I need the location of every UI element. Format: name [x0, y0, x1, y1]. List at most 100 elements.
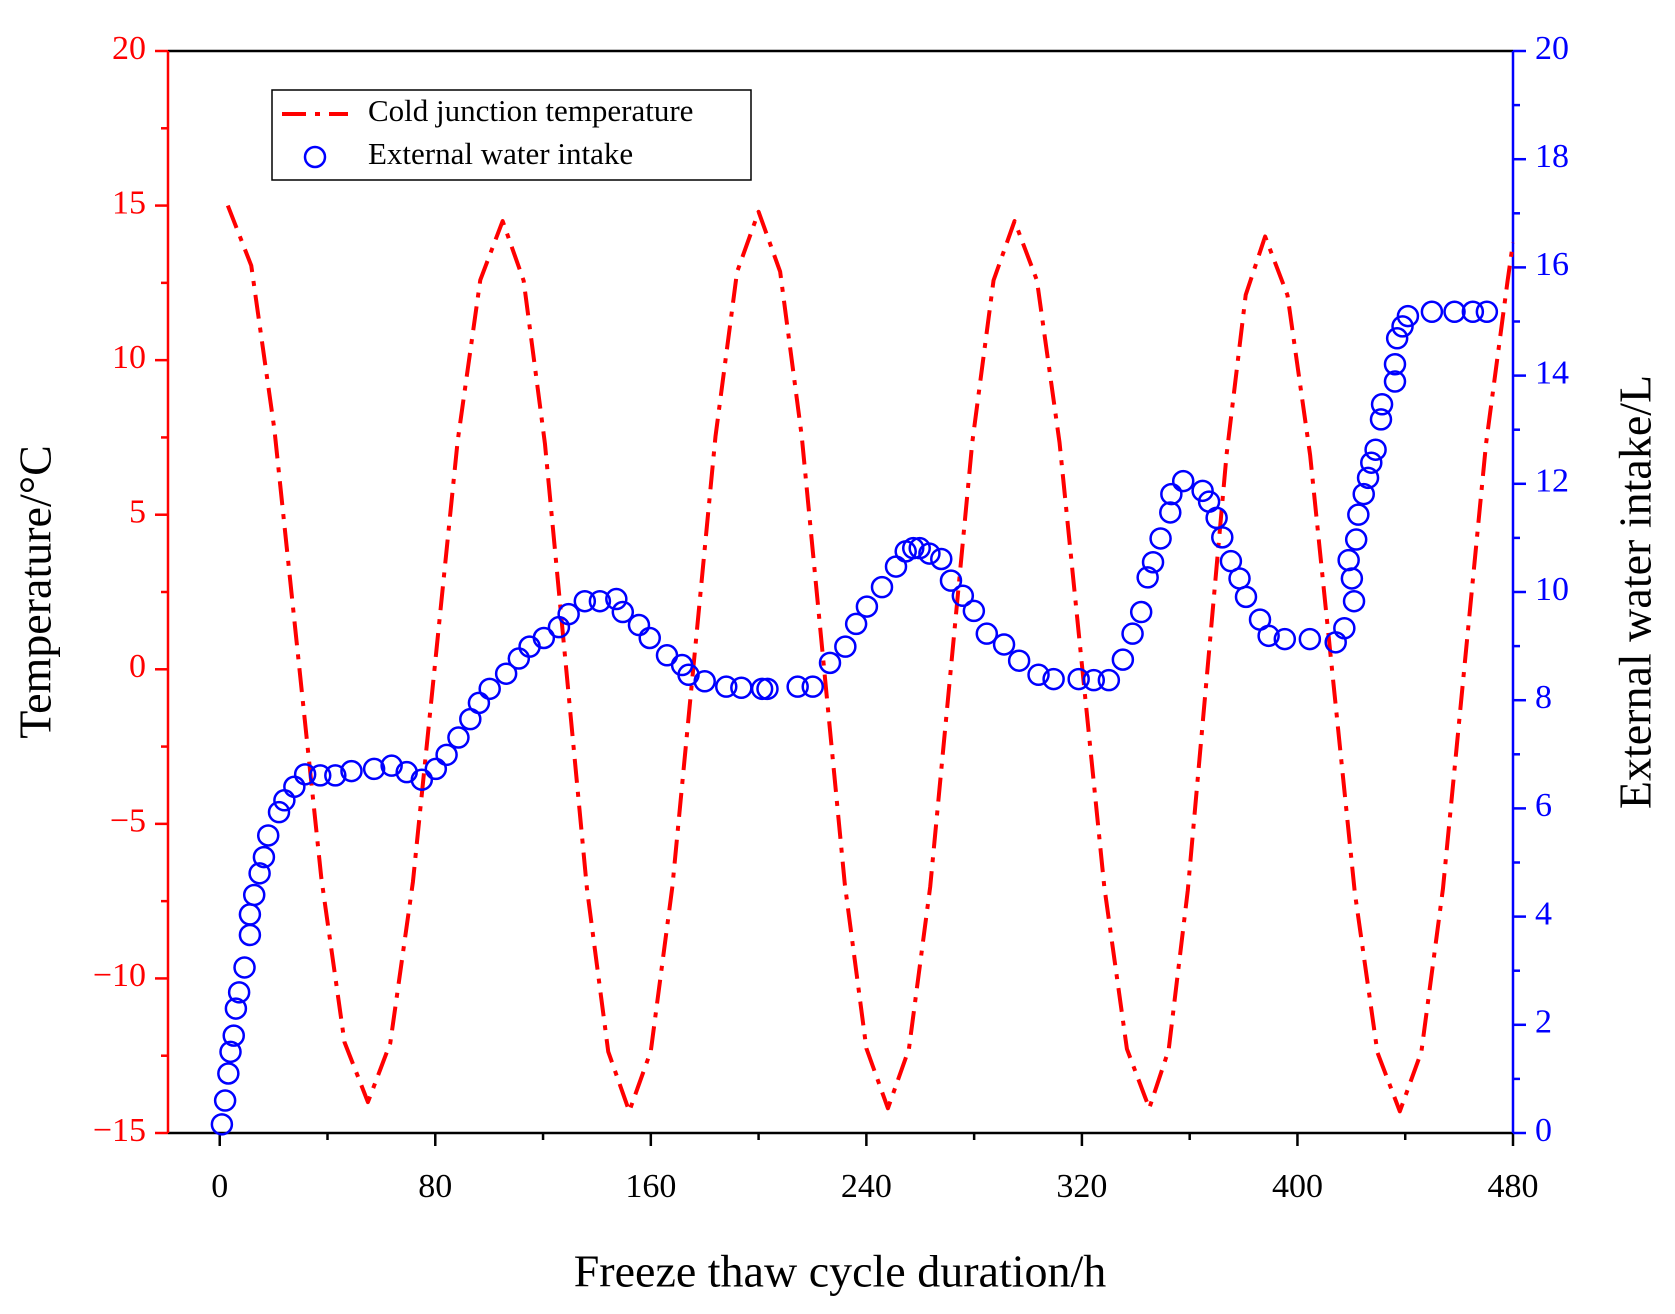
- water-intake-point: [1141, 550, 1165, 574]
- water-intake-point: [1461, 300, 1485, 324]
- y2-tick-label: 10: [1535, 571, 1569, 608]
- water-intake-point: [518, 635, 541, 658]
- water-intake-point: [1007, 649, 1031, 672]
- y2-tick-label: 0: [1535, 1112, 1552, 1149]
- water-intake-point: [1443, 300, 1466, 324]
- y2-tick-label: 4: [1535, 895, 1552, 932]
- y2-tick-label: 6: [1535, 787, 1552, 824]
- water-intake-point: [573, 589, 597, 613]
- water-intake-point: [217, 1062, 240, 1085]
- water-intake-point: [1149, 527, 1172, 550]
- water-intake-point: [494, 662, 518, 685]
- water-intake-point: [1042, 667, 1065, 691]
- water-intake-point: [340, 759, 363, 783]
- water-intake-point: [256, 824, 280, 847]
- y-axis-title: Temperature/°C: [10, 445, 61, 739]
- water-intake-point: [834, 635, 857, 658]
- water-intake-point: [1385, 327, 1409, 350]
- water-intake-point: [1475, 300, 1499, 324]
- water-intake-point: [410, 768, 434, 791]
- legend-box: [271, 89, 752, 181]
- water-intake-point: [213, 1089, 237, 1112]
- water-intake-point: [1211, 526, 1234, 549]
- water-intake-point: [1067, 667, 1090, 691]
- water-intake-point: [447, 726, 470, 749]
- water-intake-point: [252, 845, 276, 869]
- water-intake-point: [248, 862, 271, 885]
- water-intake-point: [750, 677, 774, 701]
- water-intake-point: [1273, 627, 1297, 651]
- water-intake-point: [532, 626, 556, 650]
- water-intake-point: [1191, 479, 1214, 503]
- y2-tick-label: 14: [1535, 354, 1569, 391]
- water-intake-point: [224, 997, 248, 1020]
- legend-label: External water intake: [368, 136, 633, 171]
- water-intake-point: [1111, 648, 1135, 671]
- water-intake-point: [1420, 300, 1444, 324]
- water-intake-point: [478, 677, 501, 701]
- water-intake-point: [1027, 663, 1050, 687]
- y2-tick-label: 20: [1535, 30, 1569, 67]
- water-intake-point: [1228, 567, 1251, 590]
- x-tick-label: 480: [1488, 1168, 1539, 1205]
- water-intake-point: [1171, 469, 1195, 493]
- water-intake-point: [1347, 503, 1370, 526]
- water-intake-point: [467, 691, 491, 715]
- water-intake-point: [557, 602, 580, 626]
- water-intake-point: [1129, 600, 1153, 624]
- y-tick-label: 5: [129, 494, 146, 531]
- water-intake-point: [1356, 466, 1380, 490]
- x-tick-label: 320: [1056, 1168, 1107, 1205]
- water-intake-point: [605, 587, 628, 611]
- water-intake-point: [1136, 566, 1159, 589]
- y2-tick-label: 2: [1535, 1004, 1552, 1041]
- water-intake-point: [655, 644, 679, 667]
- water-intake-point: [901, 536, 925, 560]
- water-intake-point: [1383, 370, 1407, 393]
- water-intake-point: [818, 651, 842, 675]
- water-intake-point: [324, 764, 347, 787]
- water-intake-point: [267, 800, 291, 824]
- water-intake-point: [362, 757, 386, 781]
- legend-swatch-marker: [303, 145, 327, 169]
- water-intake-point: [1383, 352, 1407, 376]
- water-intake-point: [238, 923, 262, 947]
- water-intake-point: [884, 555, 908, 578]
- water-intake-point: [1333, 616, 1356, 640]
- legend-label: Cold junction temperature: [368, 93, 693, 128]
- water-intake-point: [1370, 393, 1394, 416]
- water-intake-point: [715, 675, 738, 698]
- x-tick-label: 400: [1272, 1168, 1323, 1205]
- water-intake-point: [1082, 668, 1106, 692]
- water-intake-point: [844, 612, 868, 636]
- water-intake-point: [870, 575, 894, 599]
- water-intake-point: [756, 677, 779, 701]
- y2-tick-label: 18: [1535, 138, 1569, 175]
- y2-tick-label: 16: [1535, 246, 1569, 283]
- water-intake-point: [855, 595, 879, 618]
- water-intake-point: [1097, 668, 1121, 692]
- x-tick-label: 0: [211, 1168, 228, 1205]
- y-tick-label: 20: [112, 30, 146, 67]
- water-intake-point: [1352, 482, 1375, 506]
- water-intake-point: [273, 789, 296, 812]
- water-intake-point: [219, 1040, 242, 1064]
- water-intake-point: [1340, 567, 1364, 590]
- water-intake-point: [1257, 624, 1280, 648]
- water-intake-point: [939, 569, 963, 592]
- water-intake-point: [283, 775, 306, 799]
- y-tick-label: 10: [112, 339, 146, 376]
- water-intake-point: [611, 600, 635, 624]
- temperature-line: [225, 204, 1515, 1114]
- water-intake-point: [308, 764, 332, 787]
- water-intake-point: [293, 763, 317, 786]
- water-intake-point: [1360, 451, 1383, 474]
- water-intake-point: [210, 1113, 234, 1136]
- water-intake-point: [1160, 482, 1183, 506]
- water-intake-point: [435, 743, 458, 767]
- y2-tick-label: 12: [1535, 463, 1569, 500]
- water-intake-point: [227, 981, 251, 1004]
- y-tick-label: −5: [110, 803, 146, 840]
- y-tick-label: 0: [129, 648, 146, 685]
